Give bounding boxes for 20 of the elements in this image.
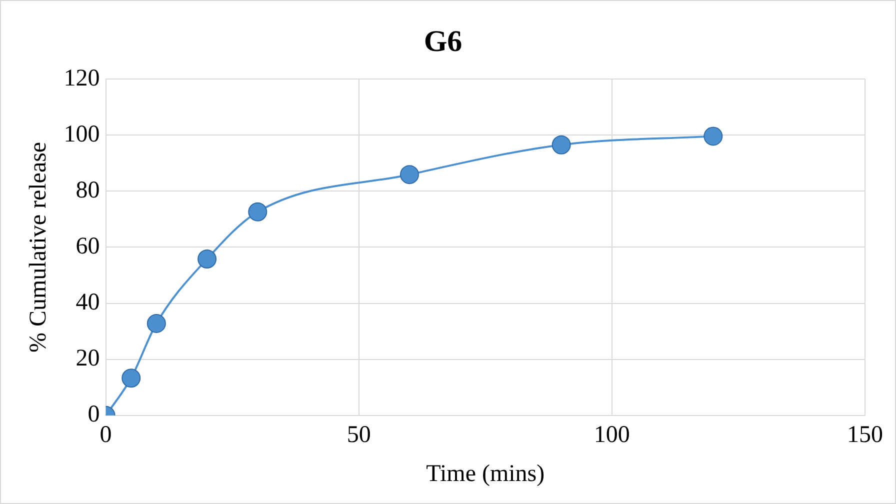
point (248, 202, 268, 222)
x-tick-label: 150 (847, 422, 883, 448)
point (552, 135, 571, 154)
y-tick-label: 60 (76, 233, 100, 260)
y-tick-label: 120 (64, 65, 100, 92)
y-tick-label: 80 (76, 177, 100, 204)
y-axis-title: % Cumulative release (26, 142, 52, 352)
x-axis-title: Time (mins) (426, 460, 545, 487)
x-tick-label: 50 (346, 422, 371, 448)
chart-title: G6 (424, 24, 462, 58)
y-tick-label: 100 (64, 121, 100, 148)
point (198, 249, 217, 268)
point (122, 368, 141, 388)
y-tick-label: 40 (76, 290, 100, 316)
y-tick-label: 0 (88, 402, 100, 428)
point (400, 165, 419, 184)
y-tick-label: 20 (76, 346, 100, 372)
point (146, 314, 166, 333)
point (704, 126, 723, 146)
x-tick-label: 100 (594, 422, 630, 448)
